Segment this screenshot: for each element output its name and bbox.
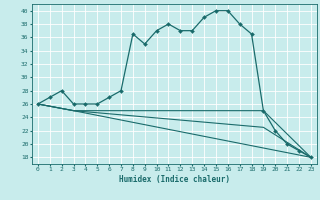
X-axis label: Humidex (Indice chaleur): Humidex (Indice chaleur) (119, 175, 230, 184)
